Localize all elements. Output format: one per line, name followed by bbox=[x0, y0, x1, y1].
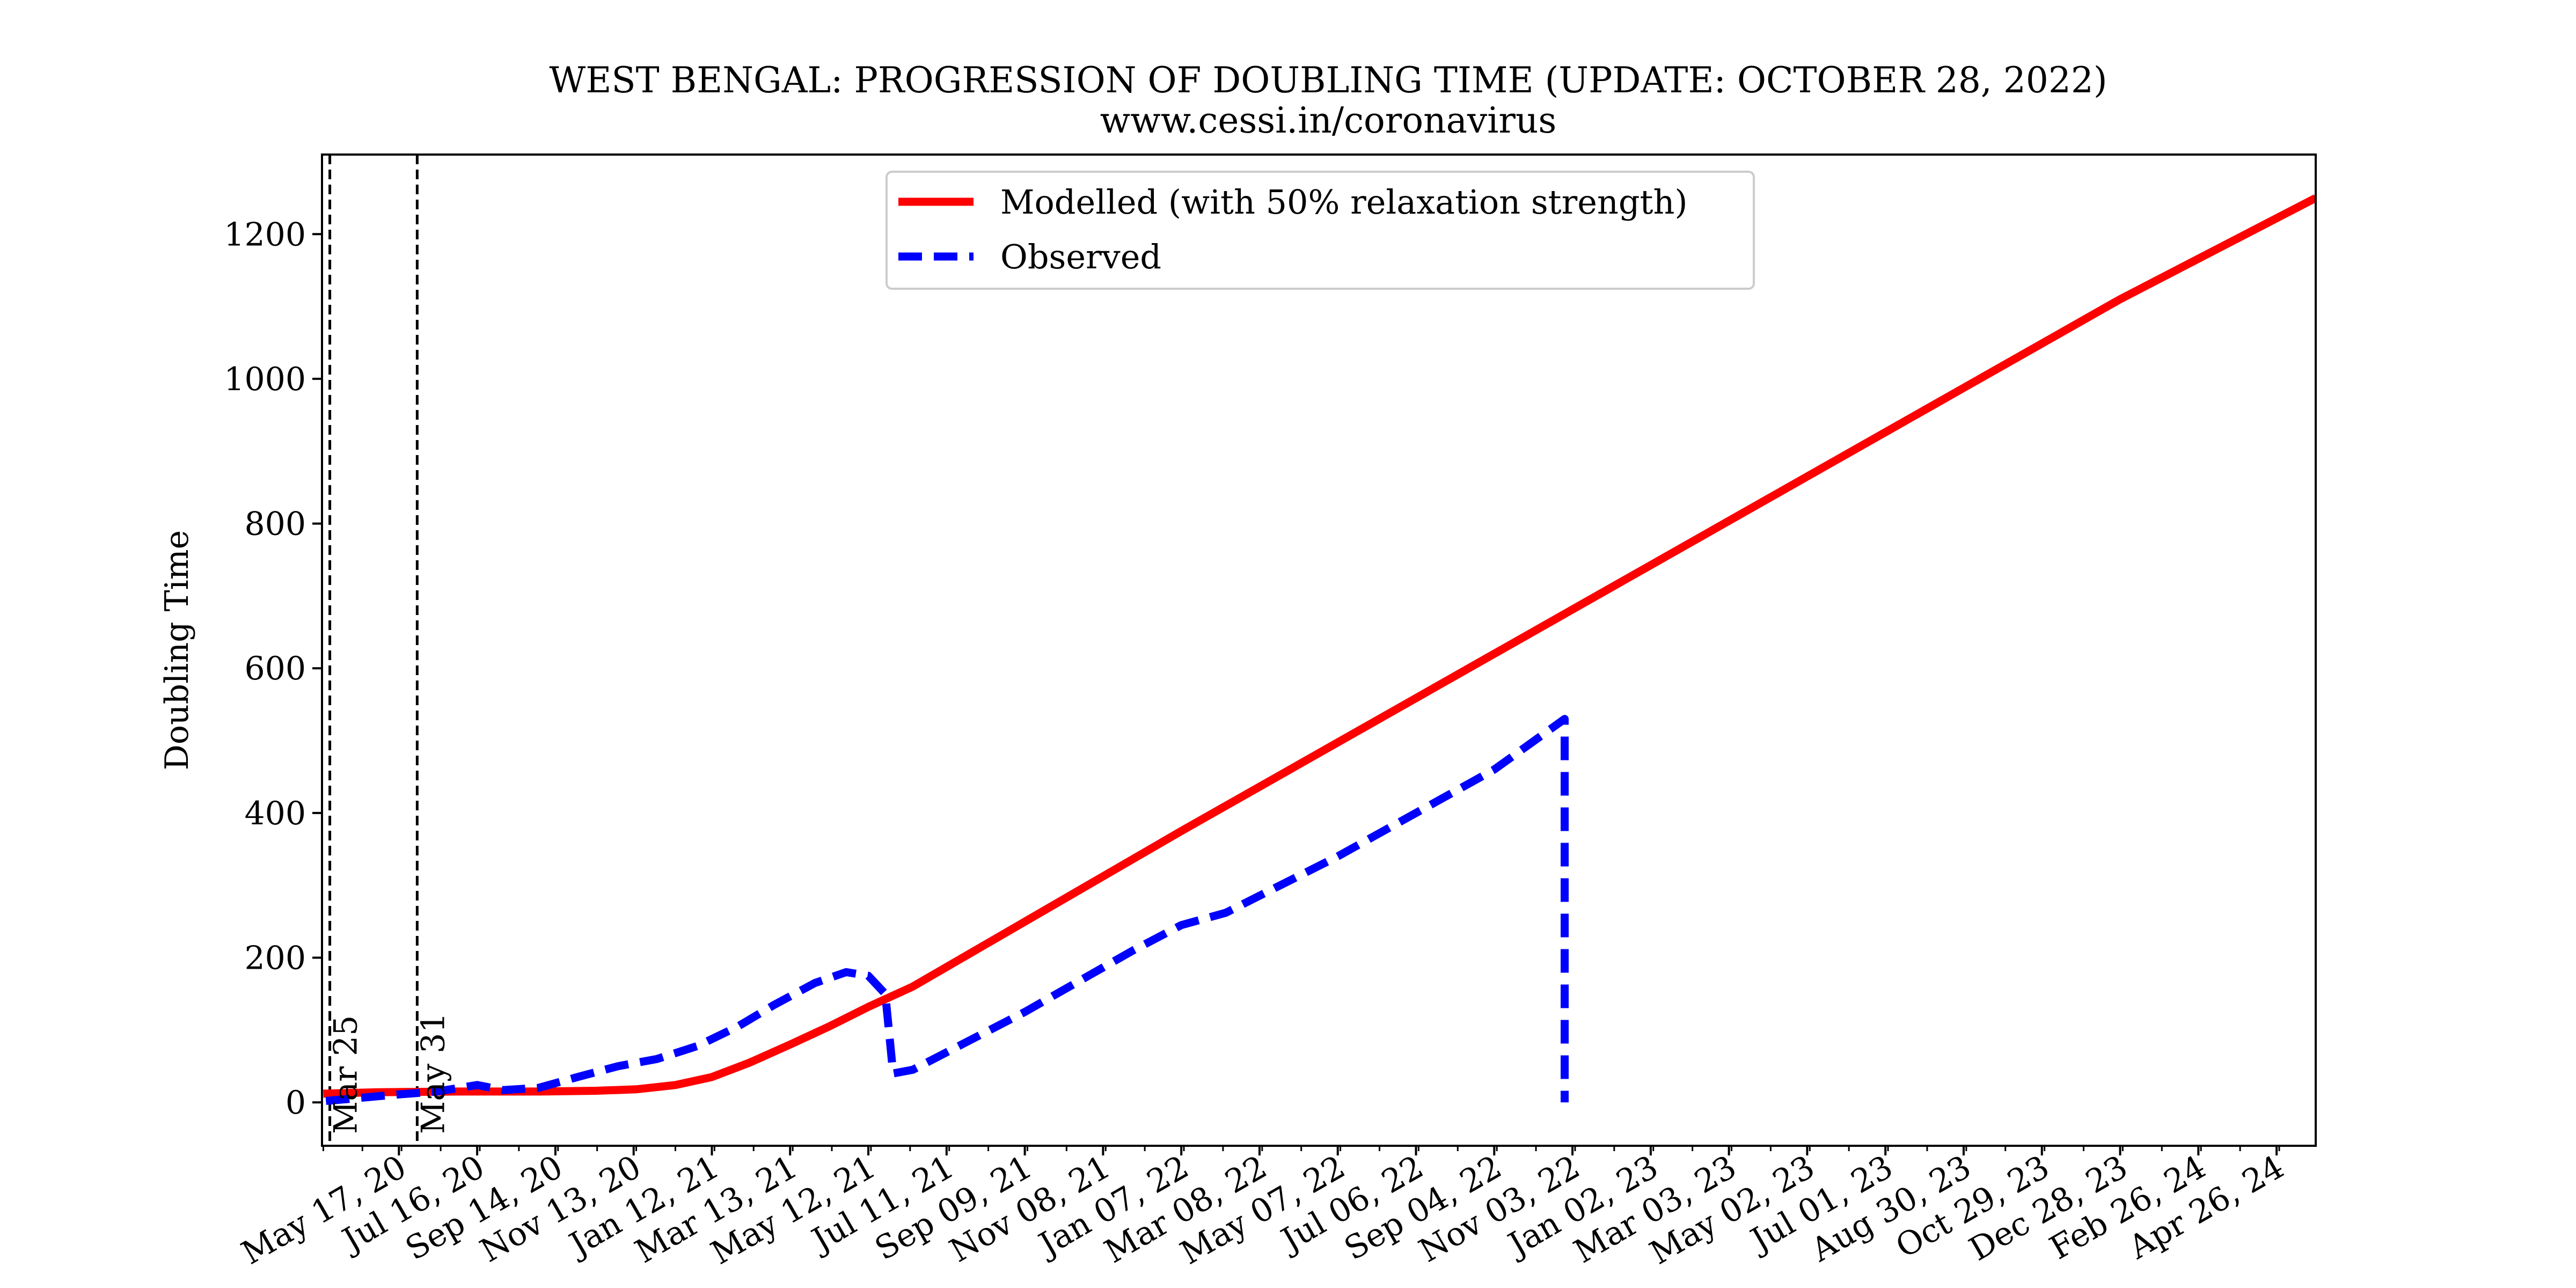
plot-area: Mar 25 May 31 bbox=[323, 155, 2316, 1146]
y-tick-label-4: 800 bbox=[244, 506, 306, 543]
chart-title: WEST BENGAL: PROGRESSION OF DOUBLING TIM… bbox=[549, 60, 2107, 101]
y-axis: 0 200 400 600 800 1000 1200 bbox=[224, 216, 322, 1122]
legend: Modelled (with 50% relaxation strength) O… bbox=[885, 171, 1755, 290]
y-tick-label-6: 1200 bbox=[224, 216, 306, 253]
legend-label-0: Modelled (with 50% relaxation strength) bbox=[1000, 182, 1688, 222]
legend-box bbox=[885, 171, 1755, 290]
vline-label-0: Mar 25 bbox=[327, 1015, 365, 1134]
y-axis-label: Doubling Time bbox=[158, 530, 196, 770]
plot-frame bbox=[321, 153, 2317, 1147]
y-tick-label-0: 0 bbox=[286, 1084, 306, 1122]
y-tick-label-3: 600 bbox=[244, 650, 306, 687]
chart-subtitle: www.cessi.in/coronavirus bbox=[1100, 100, 1557, 141]
series-line-1 bbox=[325, 715, 1569, 1105]
y-tick-label-1: 200 bbox=[244, 939, 306, 977]
series-group bbox=[323, 155, 2316, 1146]
y-tick-label-5: 1000 bbox=[224, 361, 306, 398]
series-line-0 bbox=[323, 194, 2316, 1098]
y-tick-label-2: 400 bbox=[244, 795, 306, 832]
vline-label-1: May 31 bbox=[414, 1012, 452, 1134]
legend-label-1: Observed bbox=[1000, 237, 1161, 276]
